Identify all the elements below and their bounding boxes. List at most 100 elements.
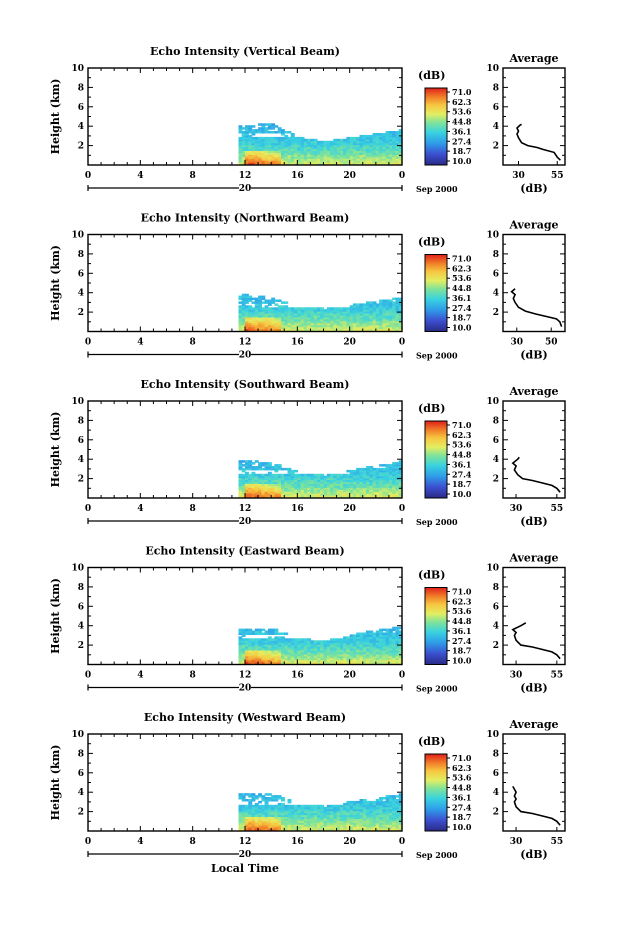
heatmap-cell xyxy=(313,160,318,163)
heatmap-cell xyxy=(375,650,380,653)
heatmap-cell xyxy=(398,466,403,469)
heatmap-cell xyxy=(369,495,374,498)
heatmap-cell xyxy=(382,491,387,494)
heatmap-cell xyxy=(241,628,246,632)
heatmap-cell xyxy=(248,299,253,302)
heatmap-cell xyxy=(254,156,259,159)
y-tick-label: 2 xyxy=(78,308,84,318)
heatmap-cell xyxy=(284,311,289,314)
heatmap-cell xyxy=(392,297,397,301)
heatmap-cell xyxy=(313,318,318,322)
heatmap-cell xyxy=(294,138,298,142)
heatmap-cell xyxy=(395,469,400,473)
heatmap-cell xyxy=(352,638,357,641)
heatmap-cell xyxy=(398,646,403,649)
heatmap-cell xyxy=(323,661,328,665)
heatmap-cell xyxy=(284,816,289,819)
heatmap-cell xyxy=(333,146,338,150)
heatmap-cell xyxy=(248,148,253,151)
heatmap-cell xyxy=(251,824,256,827)
heatmap-cell xyxy=(362,142,367,146)
heatmap-cell xyxy=(369,477,374,481)
heatmap-cell xyxy=(356,320,361,324)
heatmap-cell xyxy=(330,315,334,318)
heatmap-cell xyxy=(313,328,318,332)
heatmap-cell xyxy=(333,638,338,641)
heatmap-cell xyxy=(362,479,367,483)
day-label: 20 xyxy=(239,684,252,694)
heatmap-cell xyxy=(333,328,338,332)
heatmap-cell xyxy=(356,471,361,475)
heatmap-cell xyxy=(362,315,367,318)
heatmap-cell xyxy=(287,824,292,827)
heatmap-cell xyxy=(245,644,249,647)
heatmap-cell xyxy=(271,475,276,479)
heatmap-cell xyxy=(379,136,383,140)
heatmap-cell xyxy=(366,650,370,653)
heatmap-cell xyxy=(356,138,361,142)
heatmap-cell xyxy=(385,802,390,806)
heatmap-cell xyxy=(372,657,377,661)
heatmap-cell xyxy=(333,473,338,477)
heatmap-cell xyxy=(261,140,266,144)
heatmap-cell xyxy=(369,311,374,314)
heatmap-cell xyxy=(352,156,357,159)
heatmap-cell xyxy=(261,642,266,645)
heatmap-cell xyxy=(392,651,397,655)
heatmap-cell xyxy=(369,316,374,320)
heatmap-cell xyxy=(284,305,289,308)
heatmap-cell xyxy=(326,320,331,324)
heatmap-cell xyxy=(346,322,351,326)
heatmap-cell xyxy=(343,324,347,328)
heatmap-cell xyxy=(281,822,285,825)
heatmap-cell xyxy=(320,822,325,825)
heatmap-cell xyxy=(241,799,246,802)
heatmap-cell xyxy=(339,146,344,150)
heatmap-cell xyxy=(245,148,249,151)
heatmap-cell xyxy=(254,136,259,140)
heatmap-cell xyxy=(388,466,393,469)
day-label-bg xyxy=(239,183,251,192)
heatmap-cell xyxy=(271,799,276,802)
heatmap-cell xyxy=(349,493,354,496)
heatmap-cell xyxy=(395,820,400,823)
heatmap-cell xyxy=(379,464,383,467)
heatmap-cell xyxy=(290,638,295,641)
average-y-tick-label: 8 xyxy=(493,83,499,93)
heatmap-cell xyxy=(271,162,276,165)
x-tick-label: 0 xyxy=(399,171,405,181)
heatmap-cell xyxy=(264,158,269,161)
heatmap-cell xyxy=(333,659,338,663)
heatmap-cell xyxy=(241,653,246,657)
heatmap-cell xyxy=(245,136,249,140)
heatmap-cell xyxy=(330,657,334,661)
heatmap-cell xyxy=(287,483,292,486)
heatmap-cell xyxy=(241,812,246,816)
heatmap-cell xyxy=(300,316,305,320)
heatmap-cell xyxy=(307,144,311,148)
heatmap-cell xyxy=(261,638,266,641)
average-y-tick-label: 2 xyxy=(493,808,499,818)
heatmap-cell xyxy=(303,152,308,155)
heatmap-cell xyxy=(294,655,298,659)
heatmap-cell xyxy=(356,495,361,498)
heatmap-cell xyxy=(362,477,367,481)
heatmap-cell xyxy=(307,479,311,483)
heatmap-cell xyxy=(277,316,282,320)
heatmap-cell xyxy=(395,140,400,144)
heatmap-cell xyxy=(352,138,357,142)
heatmap-cell xyxy=(320,152,325,155)
colorbar-tick-label: 36.1 xyxy=(452,126,471,136)
heatmap-cell xyxy=(277,640,282,643)
heatmap-cell xyxy=(326,313,331,316)
average-title: Average xyxy=(508,552,558,565)
heatmap-cell xyxy=(284,309,289,312)
heatmap-cell xyxy=(317,661,321,665)
heatmap-cell xyxy=(241,305,246,308)
heatmap-cell xyxy=(274,816,279,819)
heatmap-cell xyxy=(395,636,400,639)
heatmap-cell xyxy=(281,479,285,483)
heatmap-cell xyxy=(300,810,305,814)
heatmap-cell xyxy=(303,642,308,645)
heatmap-cell xyxy=(271,795,276,798)
